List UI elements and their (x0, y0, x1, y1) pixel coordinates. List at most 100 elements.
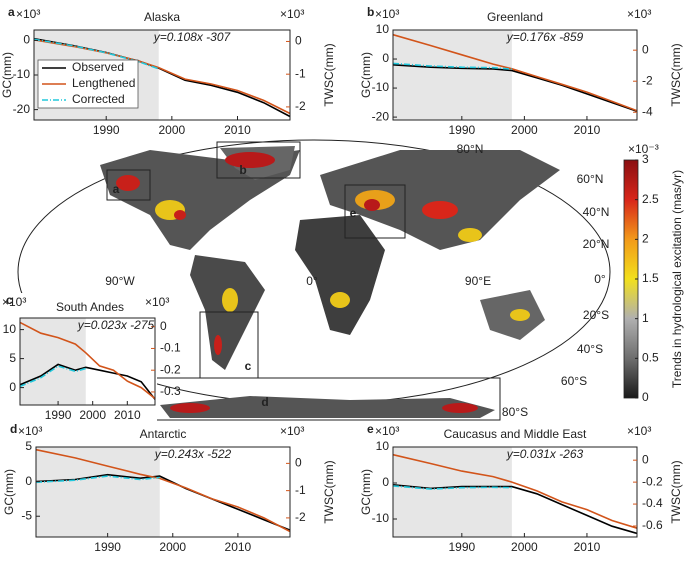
y-tick-label: 0 (25, 474, 32, 488)
shaded-period (20, 318, 86, 405)
y-tick-label: -5 (21, 508, 32, 522)
y2-axis-label: TWSC(mm) (669, 43, 683, 106)
series-line (392, 33, 638, 112)
y2-axis-label: TWSC(mm) (669, 460, 683, 523)
y-axis-label: GC(mm) (359, 52, 373, 98)
y-tick-label: 5 (9, 351, 16, 365)
y2-tick-label: -0.4 (642, 496, 663, 510)
y2-tick-label: -0.3 (160, 384, 181, 398)
y2-tick-label: -4 (642, 104, 653, 118)
x-tick-label: 1990 (448, 123, 475, 137)
legend-label: Lengthened (72, 76, 135, 90)
x-tick-label: 2000 (511, 540, 538, 554)
y-tick-label: -20 (13, 102, 31, 116)
regression-equation: y=0.108x -307 (153, 30, 232, 44)
latitude-label: 40°N (583, 205, 610, 219)
y2-tick-label: -1 (295, 483, 306, 497)
latitude-label: 80°N (457, 142, 484, 156)
region-label: b (239, 163, 246, 177)
longitude-label: 90°W (105, 274, 135, 288)
trend-hotspots (116, 152, 530, 413)
regression-equation: y=0.023x -275 (77, 318, 155, 332)
latitude-label: 0° (594, 272, 606, 286)
x-tick-label: 1990 (94, 540, 121, 554)
y2-tick-label: -0.6 (642, 518, 663, 532)
y-tick-label: 0 (382, 475, 389, 489)
panel-letter: a (8, 5, 15, 19)
series-line (392, 453, 638, 529)
y2-axis-label: TWSC(mm) (322, 460, 336, 523)
longitude-label: 90°E (465, 274, 491, 288)
colorbar-multiplier: ×10⁻³ (628, 142, 659, 156)
y2-tick-label: -0.2 (642, 474, 663, 488)
panel-title: Greenland (487, 10, 543, 24)
eurasia (320, 150, 560, 250)
x-tick-label: 2000 (79, 408, 106, 422)
series-line (392, 64, 638, 113)
x-tick-label: 2010 (224, 123, 251, 137)
latitude-label: 20°S (583, 308, 609, 322)
y2-tick-label: 0 (642, 42, 649, 56)
y-multiplier: ×10³ (16, 7, 40, 21)
x-tick-label: 2010 (574, 540, 601, 554)
plot-frame (392, 446, 638, 538)
y-tick-label: -10 (13, 67, 31, 81)
shaded-period (393, 30, 512, 120)
panel-letter: c (6, 293, 13, 307)
colorbar-tick-label: 2 (642, 232, 649, 246)
colorbar-tick-label: 0 (642, 390, 649, 404)
x-tick-label: 2000 (159, 540, 186, 554)
y2-multiplier: ×10³ (145, 295, 169, 309)
x-tick-label: 2000 (158, 123, 185, 137)
y-axis-label: GC(mm) (0, 52, 14, 98)
y-tick-label: 10 (376, 22, 390, 36)
x-tick-label: 2000 (511, 123, 538, 137)
panel-title: South Andes (56, 300, 124, 314)
region-label: a (113, 182, 120, 196)
latitude-label: 60°S (561, 374, 587, 388)
y2-tick-label: 0 (295, 34, 302, 48)
panel-letter: d (10, 422, 17, 436)
series-line (35, 448, 291, 533)
series-line (392, 485, 512, 490)
africa (295, 215, 385, 335)
y-multiplier: ×10³ (2, 295, 26, 309)
series-line (19, 363, 156, 400)
x-tick-label: 1990 (93, 123, 120, 137)
y2-tick-label: -0.1 (160, 341, 181, 355)
y2-tick-label: 0 (295, 456, 302, 470)
latitude-label: 80°S (502, 405, 528, 419)
y2-multiplier: ×10³ (280, 7, 304, 21)
y-multiplier: ×10³ (375, 424, 399, 438)
region-label: c (245, 359, 252, 373)
colorbar-tick-label: 3 (642, 152, 649, 166)
regression-equation: y=0.176x -859 (506, 30, 584, 44)
antarctica (160, 396, 495, 418)
y-tick-label: 10 (3, 322, 17, 336)
y2-multiplier: ×10³ (280, 424, 304, 438)
y2-tick-label: -2 (295, 510, 306, 524)
plot-frame (19, 317, 156, 406)
y-tick-label: 0 (382, 51, 389, 65)
panel-title: Antarctic (140, 427, 187, 441)
y-tick-label: -10 (372, 80, 390, 94)
y2-tick-label: -0.2 (160, 362, 181, 376)
y2-multiplier: ×10³ (627, 7, 651, 21)
legend-label: Observed (72, 60, 124, 74)
y2-tick-label: 0 (160, 319, 167, 333)
series-line (392, 484, 638, 535)
colorbar-tick-label: 1.5 (642, 271, 659, 285)
x-tick-label: 1990 (45, 408, 72, 422)
y2-tick-label: -2 (642, 73, 653, 87)
y2-multiplier: ×10³ (627, 424, 651, 438)
plot-frame (392, 29, 638, 121)
series-line (33, 38, 159, 70)
region-label: d (261, 395, 268, 409)
y-tick-label: 0 (23, 33, 30, 47)
y-tick-label: -10 (372, 511, 390, 525)
x-tick-label: 2010 (114, 408, 141, 422)
colorbar-tick-label: 2.5 (642, 192, 659, 206)
world-map (17, 139, 611, 421)
y-multiplier: ×10³ (18, 424, 42, 438)
